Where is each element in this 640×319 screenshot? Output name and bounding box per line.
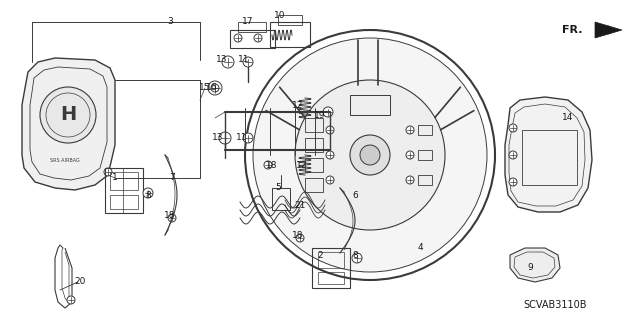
Bar bbox=[238, 22, 266, 32]
Circle shape bbox=[243, 133, 253, 143]
Circle shape bbox=[219, 132, 231, 144]
Text: 17: 17 bbox=[243, 18, 253, 26]
Circle shape bbox=[326, 176, 334, 184]
Circle shape bbox=[326, 151, 334, 159]
Text: 16: 16 bbox=[206, 84, 218, 93]
Circle shape bbox=[509, 151, 517, 159]
Circle shape bbox=[352, 253, 362, 263]
Text: 21: 21 bbox=[294, 201, 306, 210]
Polygon shape bbox=[22, 58, 115, 190]
Bar bbox=[305, 158, 323, 172]
Text: SCVAB3110B: SCVAB3110B bbox=[524, 300, 587, 310]
Bar bbox=[318, 272, 344, 284]
Circle shape bbox=[104, 168, 112, 176]
Text: 20: 20 bbox=[74, 278, 86, 286]
Text: 6: 6 bbox=[352, 190, 358, 199]
Circle shape bbox=[264, 161, 272, 169]
Circle shape bbox=[326, 126, 334, 134]
Polygon shape bbox=[595, 22, 622, 38]
Bar bbox=[418, 125, 432, 135]
Text: 18: 18 bbox=[292, 231, 304, 240]
Text: H: H bbox=[60, 106, 76, 124]
Text: 19: 19 bbox=[314, 110, 326, 120]
Text: 12: 12 bbox=[292, 100, 304, 109]
Circle shape bbox=[254, 34, 262, 42]
Text: 11: 11 bbox=[238, 56, 250, 64]
Text: 8: 8 bbox=[352, 250, 358, 259]
Bar bbox=[522, 130, 577, 185]
Polygon shape bbox=[505, 97, 592, 212]
Circle shape bbox=[296, 234, 304, 242]
Circle shape bbox=[350, 135, 390, 175]
Bar bbox=[305, 138, 323, 152]
Circle shape bbox=[67, 296, 75, 304]
Bar bbox=[418, 175, 432, 185]
Circle shape bbox=[406, 151, 414, 159]
Bar bbox=[270, 22, 310, 47]
Circle shape bbox=[509, 178, 517, 186]
Circle shape bbox=[40, 87, 96, 143]
Text: 13: 13 bbox=[216, 56, 228, 64]
Circle shape bbox=[222, 56, 234, 68]
Circle shape bbox=[323, 107, 333, 117]
Text: 13: 13 bbox=[212, 133, 224, 143]
Text: 14: 14 bbox=[563, 114, 573, 122]
Bar bbox=[305, 178, 323, 192]
Circle shape bbox=[208, 81, 222, 95]
Bar bbox=[230, 30, 275, 48]
Circle shape bbox=[168, 214, 176, 222]
Circle shape bbox=[360, 145, 380, 165]
Text: 10: 10 bbox=[275, 11, 285, 19]
Text: 1: 1 bbox=[112, 174, 118, 182]
Text: 15: 15 bbox=[199, 84, 211, 93]
Text: 7: 7 bbox=[169, 174, 175, 182]
Bar bbox=[350, 95, 390, 115]
Text: 5: 5 bbox=[275, 183, 281, 192]
Bar bbox=[278, 15, 302, 25]
Text: SRS AIRBAG: SRS AIRBAG bbox=[50, 158, 80, 162]
Polygon shape bbox=[510, 248, 560, 282]
Bar bbox=[110, 195, 138, 209]
Circle shape bbox=[295, 80, 445, 230]
Text: 8: 8 bbox=[145, 190, 151, 199]
Text: 4: 4 bbox=[417, 243, 423, 253]
Circle shape bbox=[243, 57, 253, 67]
Bar bbox=[272, 188, 290, 210]
Bar bbox=[418, 150, 432, 160]
Text: 18: 18 bbox=[266, 160, 278, 169]
Circle shape bbox=[211, 84, 219, 92]
Bar bbox=[312, 248, 350, 288]
Circle shape bbox=[253, 38, 487, 272]
Bar bbox=[318, 252, 344, 268]
Text: 11: 11 bbox=[236, 133, 248, 143]
Bar bbox=[305, 118, 323, 132]
Text: 18: 18 bbox=[164, 211, 176, 219]
Circle shape bbox=[509, 124, 517, 132]
Circle shape bbox=[406, 126, 414, 134]
Circle shape bbox=[143, 188, 153, 198]
Text: 2: 2 bbox=[317, 250, 323, 259]
Text: 12: 12 bbox=[296, 160, 308, 169]
Circle shape bbox=[234, 34, 242, 42]
Bar bbox=[110, 172, 138, 190]
Bar bbox=[105, 168, 143, 213]
Text: 9: 9 bbox=[527, 263, 533, 272]
Circle shape bbox=[406, 176, 414, 184]
Text: FR.: FR. bbox=[562, 25, 582, 35]
Text: 3: 3 bbox=[167, 18, 173, 26]
